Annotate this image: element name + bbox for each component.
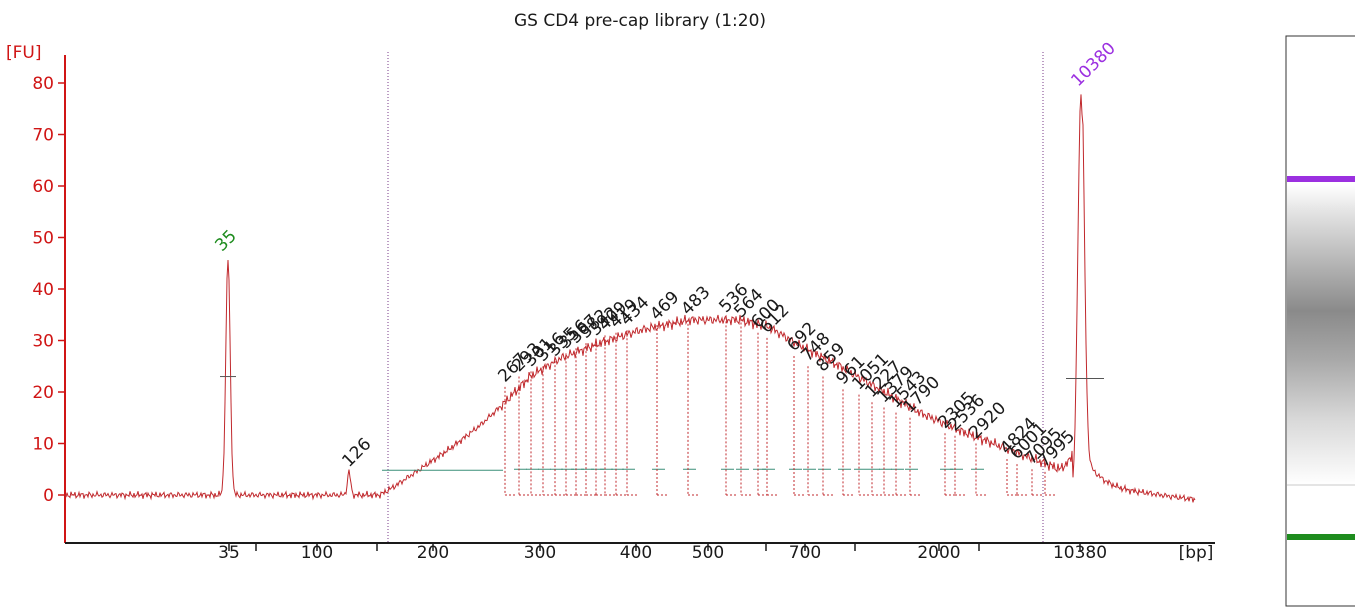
peak-label: 483 [677, 282, 714, 319]
x-tick-label: 200 [417, 543, 449, 563]
y-tick-label: 20 [32, 383, 54, 403]
x-tick-label: 400 [620, 543, 652, 563]
y-tick-label: 10 [32, 435, 54, 455]
lower-marker-label: 35 [211, 226, 240, 255]
y-tick-label: 0 [43, 486, 54, 506]
y-tick-label: 70 [32, 126, 54, 146]
x-tick-label: 300 [524, 543, 556, 563]
x-axis-label: [bp] [1179, 543, 1214, 563]
plot-area: 0 10 20 30 40 50 60 70 80 35 100 200 300 400 500 700 200… [32, 38, 1215, 563]
x-tick-label: 35 [218, 543, 240, 563]
y-tick-label: 50 [32, 229, 54, 249]
x-tick-label: 700 [789, 543, 821, 563]
gel-lane [1285, 35, 1355, 607]
x-tick-label: 500 [692, 543, 724, 563]
upper-marker-label: 10380 [1067, 38, 1119, 90]
x-tick-label: 100 [301, 543, 333, 563]
trace-line [64, 94, 1196, 503]
gel-lower-marker-band [1287, 534, 1355, 540]
y-tick-label: 30 [32, 332, 54, 352]
x-tick-label: 10380 [1053, 543, 1107, 563]
x-tick-label: 2000 [917, 543, 960, 563]
gel-upper-marker-band [1287, 176, 1355, 182]
peak-label: 126 [338, 434, 375, 471]
chart-title: GS CD4 pre-cap library (1:20) [514, 11, 766, 31]
gel-smear [1287, 185, 1355, 485]
y-tick-label: 80 [32, 74, 54, 94]
gel-faint-line [1287, 484, 1355, 486]
y-tick-label: 40 [32, 280, 54, 300]
y-tick-label: 60 [32, 177, 54, 197]
y-axis-label: [FU] [6, 43, 42, 63]
